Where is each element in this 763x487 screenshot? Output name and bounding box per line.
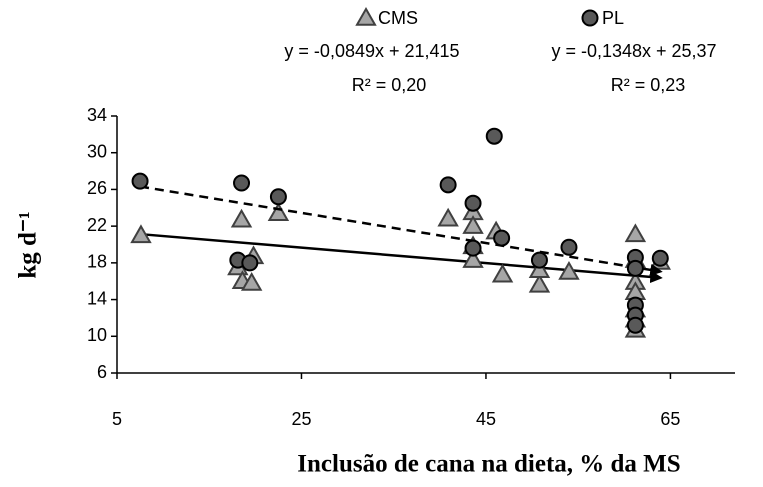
point xyxy=(464,194,482,212)
point xyxy=(130,224,152,244)
point xyxy=(439,176,457,194)
point xyxy=(131,172,149,190)
point xyxy=(464,239,482,257)
point xyxy=(558,261,580,280)
y-tick-label: 14 xyxy=(87,288,107,308)
trendline xyxy=(140,232,663,284)
point xyxy=(267,202,290,222)
point xyxy=(493,229,511,247)
point xyxy=(530,251,548,269)
y-tick-label: 6 xyxy=(97,362,107,382)
legend-label: PL xyxy=(602,8,624,28)
point xyxy=(528,273,551,293)
point xyxy=(230,208,253,228)
point xyxy=(624,223,647,243)
y-tick-label: 26 xyxy=(87,178,107,198)
y-axis-label: kg d⁻¹ xyxy=(15,211,42,278)
x-tick-label: 25 xyxy=(291,409,311,429)
point xyxy=(528,259,551,278)
point xyxy=(560,238,578,256)
point xyxy=(485,127,503,145)
y-tick-label: 10 xyxy=(87,325,107,345)
legend-marker xyxy=(355,6,377,26)
point xyxy=(491,263,514,283)
point xyxy=(651,249,669,267)
point xyxy=(462,249,484,268)
legend-marker xyxy=(581,9,599,27)
y-tick-label: 30 xyxy=(87,141,107,161)
y-tick-label: 22 xyxy=(87,215,107,235)
y-tick-label: 34 xyxy=(87,105,107,125)
r-squared: R² = 0,20 xyxy=(352,75,427,95)
trendline xyxy=(139,185,663,277)
y-tick-label: 18 xyxy=(87,252,107,272)
point xyxy=(233,174,251,192)
equation: y = -0,0849x + 21,415 xyxy=(284,41,459,61)
r-squared: R² = 0,23 xyxy=(611,75,686,95)
point xyxy=(437,207,459,227)
x-tick-label: 45 xyxy=(476,409,496,429)
point xyxy=(462,215,484,234)
point xyxy=(626,316,644,334)
x-tick-label: 65 xyxy=(660,409,680,429)
x-tick-label: 5 xyxy=(112,409,122,429)
point xyxy=(241,254,259,272)
point xyxy=(626,259,644,277)
point xyxy=(240,272,263,291)
equation: y = -0,1348x + 25,37 xyxy=(551,41,716,61)
legend-label: CMS xyxy=(378,8,418,28)
x-axis-label: Inclusão de cana na dieta, % da MS xyxy=(297,451,680,478)
point xyxy=(269,188,287,206)
